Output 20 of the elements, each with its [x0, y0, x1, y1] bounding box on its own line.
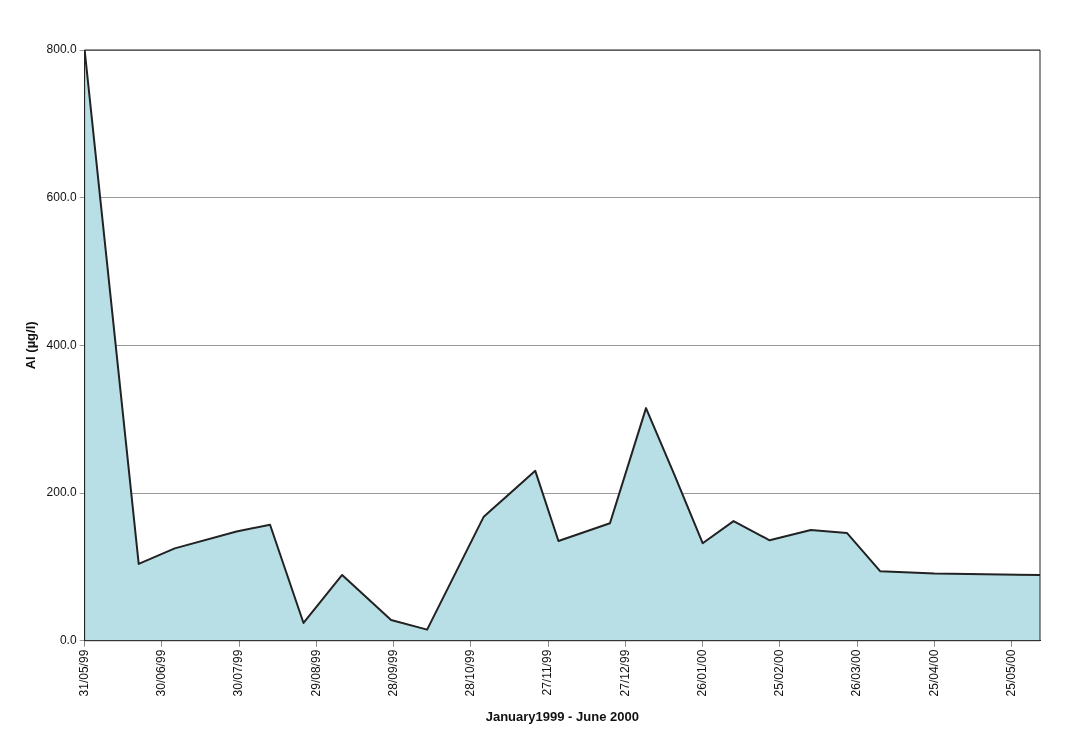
x-tick-label: 28/10/99: [463, 649, 478, 697]
x-tick-label: 28/09/99: [385, 649, 400, 697]
y-axis-title: Al (µg/l): [23, 321, 39, 370]
y-tick-label: 200.0: [46, 485, 77, 500]
x-tick-label: 25/02/00: [772, 649, 787, 697]
x-tick-label: 30/07/99: [231, 649, 246, 697]
x-axis-title: January1999 - June 2000: [485, 708, 639, 724]
y-tick-label: 600.0: [46, 189, 77, 204]
y-tick-label: 0.0: [59, 633, 77, 647]
y-tick-label: 400.0: [46, 337, 77, 352]
x-tick-label: 31/05/99: [76, 649, 91, 697]
x-tick-label: 27/12/99: [617, 649, 632, 697]
x-tick-label: 30/06/99: [154, 649, 169, 697]
y-tick-label: 800.0: [46, 42, 77, 57]
x-tick-label: 26/01/00: [694, 649, 709, 697]
x-tick-label: 26/03/00: [849, 649, 864, 697]
x-tick-label: 27/11/99: [540, 649, 555, 696]
x-tick-label: 25/04/00: [926, 649, 941, 697]
x-tick-label: 25/05/00: [1003, 649, 1018, 697]
x-tick-label: 29/08/99: [308, 649, 323, 697]
